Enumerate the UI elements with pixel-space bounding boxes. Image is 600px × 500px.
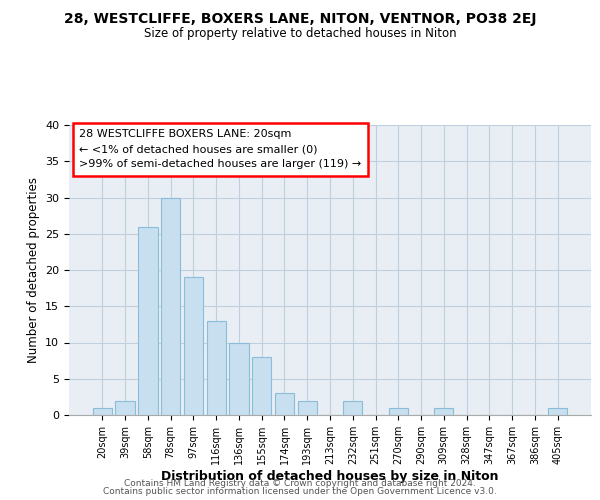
Bar (229, 342, 248, 415)
Text: Contains HM Land Registry data © Crown copyright and database right 2024.: Contains HM Land Registry data © Crown c… (124, 478, 476, 488)
Text: 28, WESTCLIFFE, BOXERS LANE, NITON, VENTNOR, PO38 2EJ: 28, WESTCLIFFE, BOXERS LANE, NITON, VENT… (64, 12, 536, 26)
Bar (252, 357, 271, 415)
X-axis label: Distribution of detached houses by size in Niton: Distribution of detached houses by size … (161, 470, 499, 482)
Text: Size of property relative to detached houses in Niton: Size of property relative to detached ho… (143, 28, 457, 40)
Bar (115, 400, 135, 415)
Text: Contains public sector information licensed under the Open Government Licence v3: Contains public sector information licen… (103, 487, 497, 496)
Bar (93, 408, 112, 415)
Bar (389, 408, 408, 415)
Bar (548, 408, 567, 415)
Bar (138, 226, 158, 415)
Bar (298, 400, 317, 415)
Text: 28 WESTCLIFFE BOXERS LANE: 20sqm
← <1% of detached houses are smaller (0)
>99% o: 28 WESTCLIFFE BOXERS LANE: 20sqm ← <1% o… (79, 130, 362, 169)
Y-axis label: Number of detached properties: Number of detached properties (26, 177, 40, 363)
Bar (275, 393, 294, 415)
Bar (161, 198, 181, 415)
Bar (343, 400, 362, 415)
Bar (206, 321, 226, 415)
Bar (434, 408, 454, 415)
Bar (184, 277, 203, 415)
